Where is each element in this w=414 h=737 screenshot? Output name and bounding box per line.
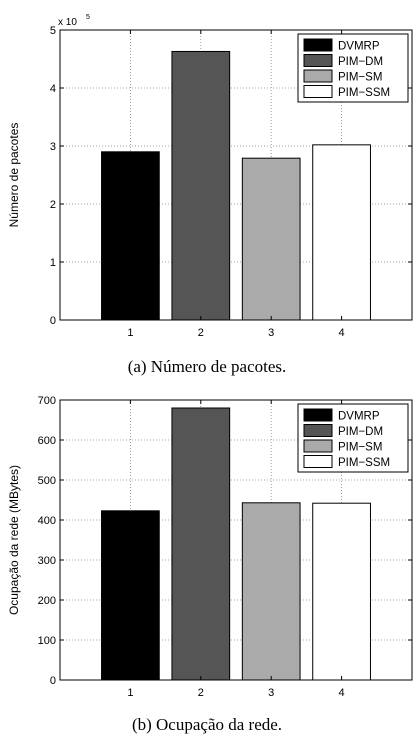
legend-label: DVMRP xyxy=(338,411,380,423)
bar-4 xyxy=(312,144,371,321)
bar-3 xyxy=(241,502,301,681)
legend-swatch xyxy=(303,38,333,52)
y-tick-label: 1 xyxy=(50,257,56,269)
y-tick-label: 3 xyxy=(50,141,56,153)
y-tick-label: 400 xyxy=(38,515,56,527)
legend-swatch xyxy=(303,455,333,468)
bar-2 xyxy=(171,407,231,681)
legend-swatch xyxy=(303,439,333,453)
y-tick-label: 600 xyxy=(38,435,56,447)
y-tick-label: 300 xyxy=(38,555,56,567)
y-scale-multiplier: x 10 xyxy=(58,17,77,28)
legend-label: PIM−SM xyxy=(338,442,382,454)
x-tick-label: 3 xyxy=(268,327,274,339)
bar-3 xyxy=(241,157,301,321)
legend-label: PIM−SM xyxy=(338,72,382,84)
x-tick-label: 4 xyxy=(339,687,345,699)
x-tick-label: 2 xyxy=(198,687,204,699)
legend-swatch xyxy=(303,408,333,422)
bar-2 xyxy=(171,50,231,321)
legend-swatch xyxy=(303,69,333,83)
legend-label: PIM−DM xyxy=(338,56,383,68)
legend-label: PIM−DM xyxy=(338,426,383,438)
bar-1 xyxy=(101,151,160,321)
y-scale-exponent: 5 xyxy=(86,14,90,21)
x-tick-label: 3 xyxy=(268,687,274,699)
y-tick-label: 100 xyxy=(38,635,56,647)
figure-caption: (a) Número de pacotes. xyxy=(128,357,287,376)
y-tick-label: 0 xyxy=(50,315,56,327)
y-axis-label: Ocupação da rede (MBytes) xyxy=(7,465,21,615)
figure-caption: (b) Ocupação da rede. xyxy=(132,715,282,734)
x-tick-label: 1 xyxy=(127,327,133,339)
y-axis-label: Número de pacotes xyxy=(7,123,21,228)
x-tick-label: 4 xyxy=(339,327,345,339)
y-tick-label: 0 xyxy=(50,675,56,687)
y-tick-label: 2 xyxy=(50,199,56,211)
chart-network-occupation: 0 100 200 300 400 500 600 700 1 2 3 4 Ocupação da re… xyxy=(7,395,413,734)
legend-label: PIM−SSM xyxy=(338,457,390,469)
plot-frame xyxy=(59,399,413,681)
x-tick-label: 2 xyxy=(198,327,204,339)
legend-swatch xyxy=(303,424,333,437)
bar-4 xyxy=(312,502,371,681)
y-tick-label: 4 xyxy=(50,83,56,95)
legend-swatch xyxy=(303,85,333,98)
y-tick-label: 5 xyxy=(50,25,56,37)
y-tick-label: 700 xyxy=(38,395,56,407)
y-tick-label: 500 xyxy=(38,475,56,487)
bar-1 xyxy=(101,510,160,681)
legend-label: DVMRP xyxy=(338,41,380,53)
legend-swatch xyxy=(303,54,333,67)
y-tick-label: 200 xyxy=(38,595,56,607)
x-tick-label: 1 xyxy=(127,687,133,699)
legend-label: PIM−SSM xyxy=(338,87,390,99)
plot-frame xyxy=(59,29,413,321)
